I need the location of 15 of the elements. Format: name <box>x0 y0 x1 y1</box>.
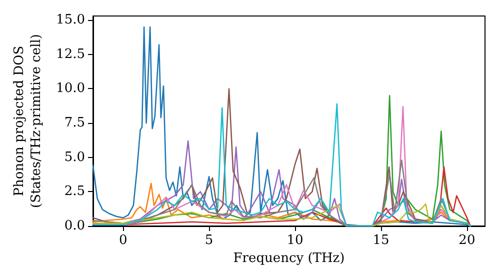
x-tick-label: 15 <box>372 233 390 248</box>
x-tick-label: 10 <box>286 233 304 248</box>
y-tick-label: 2.5 <box>64 184 85 200</box>
line-series <box>92 26 472 227</box>
y-tick-label: 0.0 <box>64 218 85 234</box>
y-axis-title: Phonon projected DOS (States/THz·primitive cell) <box>12 34 44 208</box>
x-tick-label: 5 <box>204 233 214 248</box>
x-tick-label: 20 <box>458 233 476 248</box>
y-tick-label: 10.0 <box>56 81 85 96</box>
y-tick-label: 7.5 <box>64 116 85 131</box>
x-axis-title: Frequency (THz) <box>233 250 345 266</box>
y-tick-label: 5.0 <box>64 150 85 165</box>
x-tick-label: 0 <box>118 233 128 248</box>
y-tick-label: 15.0 <box>56 12 85 28</box>
y-tick-label: 12.5 <box>56 46 85 62</box>
